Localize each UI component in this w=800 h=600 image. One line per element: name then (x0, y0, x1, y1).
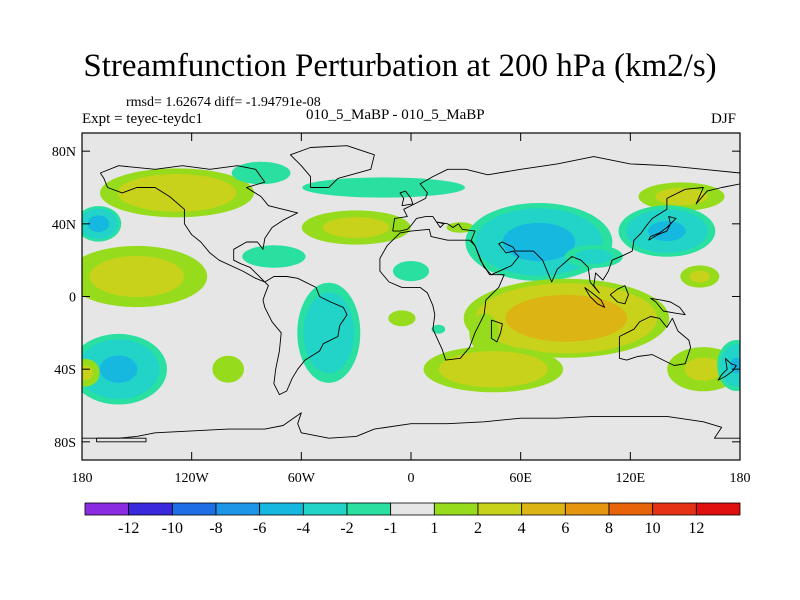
colorbar-label: 8 (605, 520, 613, 537)
colorbar-swatch-8 (433, 502, 479, 516)
experiment-label: Expt = teyec-teydc1 (82, 111, 203, 127)
anomaly-3-level--1 (242, 245, 306, 268)
anomaly-14-level-2 (689, 270, 710, 283)
coastline-south-america (262, 276, 348, 396)
colorbar: -12 -10 -8 -6 -4 -2 -1 1 2 4 6 8 10 12 (84, 502, 741, 537)
colorbar-swatch-13 (652, 502, 697, 516)
anomaly-10-level--4 (502, 222, 576, 262)
colorbar-label: 10 (645, 520, 661, 537)
anomaly-6-level-2 (323, 217, 390, 238)
anomaly-18-level-2 (438, 351, 548, 388)
coastline-africa (379, 228, 505, 361)
y-tick-label: 80S (54, 436, 76, 451)
coastline-eurasia (392, 156, 740, 294)
anomaly-23-level-1 (388, 310, 416, 327)
colorbar-label: 1 (430, 520, 438, 537)
runs-label: 010_5_MaBP - 010_5_MaBP (306, 107, 485, 123)
colorbar-label: -8 (209, 520, 222, 537)
x-tick-label: 0 (408, 471, 415, 486)
colorbar-swatch-5 (302, 502, 348, 516)
colorbar-label: -2 (340, 520, 353, 537)
colorbar-swatch-1 (128, 502, 173, 516)
anomaly-15-level-4 (505, 294, 628, 342)
anomaly-9-level--2 (303, 292, 355, 374)
anomaly-17-level-2 (684, 357, 723, 381)
anomaly-8-level--1 (392, 261, 430, 282)
stats-annotation: rmsd= 1.62674 diff= -1.94791e-08 (126, 95, 321, 110)
colorbar-label: -1 (384, 520, 397, 537)
colorbar-swatch-14 (695, 502, 741, 516)
colorbar-label: 12 (688, 520, 704, 537)
coastline-ross-shelf (96, 437, 147, 443)
coastline-antarctic-coast (82, 412, 740, 439)
colorbar-label: 6 (561, 520, 569, 537)
coastline-british-isles (399, 190, 414, 207)
anomaly-22-level-1 (212, 355, 244, 383)
anomaly-0-level-2 (117, 174, 237, 212)
colorbar-swatch-10 (521, 502, 566, 516)
x-tick-label: 120W (175, 471, 210, 486)
x-tick-label: 180 (730, 471, 751, 486)
y-tick-label: 40S (54, 363, 76, 378)
coastline-australia (618, 316, 692, 366)
colorbar-swatch-7 (390, 502, 435, 516)
x-tick-label: 180 (72, 471, 93, 486)
axis-layer: 180 120W 60W 0 60E 120E 180 80N 40N 0 40S 80S (52, 133, 751, 486)
anomaly-21-level-2 (82, 365, 93, 380)
chart-title: Streamfunction Perturbation at 200 hPa (… (83, 48, 717, 84)
anomaly-4-level--1 (231, 161, 291, 185)
anomaly-5-level--1 (302, 177, 465, 198)
colorbar-label: -10 (162, 520, 183, 537)
coastline-japan (648, 216, 677, 241)
anomaly-2-level-2 (89, 256, 184, 297)
x-tick-label: 60E (509, 471, 532, 486)
colorbar-swatch-3 (215, 502, 261, 516)
coastline-north-america (99, 165, 299, 283)
colorbar-label: -12 (118, 520, 139, 537)
coastline-borneo (609, 285, 629, 305)
colorbar-swatch-4 (259, 502, 304, 516)
colorbar-label: 2 (474, 520, 482, 537)
colorbar-swatch-11 (564, 502, 610, 516)
season-label: DJF (711, 111, 737, 127)
colorbar-swatch-0 (84, 502, 130, 516)
coastline-madagascar (490, 319, 503, 343)
coastline-greenland (289, 145, 375, 188)
x-tick-label: 120E (616, 471, 646, 486)
anomaly-11-level--2 (575, 249, 613, 264)
colorbar-label: 4 (518, 520, 526, 537)
colorbar-label: -6 (253, 520, 266, 537)
coastline-layer (82, 145, 740, 443)
colorbar-swatch-6 (346, 502, 392, 516)
colorbar-swatch-12 (608, 502, 654, 516)
y-tick-label: 0 (69, 291, 76, 306)
coastline-new-zealand (717, 357, 737, 381)
anomaly-24-level--1 (431, 324, 446, 334)
colorbar-label: -4 (297, 520, 310, 537)
colorbar-swatch-2 (171, 502, 217, 516)
x-tick-label: 60W (288, 471, 316, 486)
coastline-new-guinea (650, 297, 686, 316)
anomaly-19-level--4 (99, 355, 138, 383)
y-tick-label: 80N (52, 145, 76, 160)
anomaly-12-level-2 (655, 187, 708, 206)
anomaly-1-level--4 (87, 215, 110, 233)
colorbar-swatch-9 (477, 502, 523, 516)
coastline-sumatra (584, 287, 606, 308)
y-tick-label: 40N (52, 218, 76, 233)
